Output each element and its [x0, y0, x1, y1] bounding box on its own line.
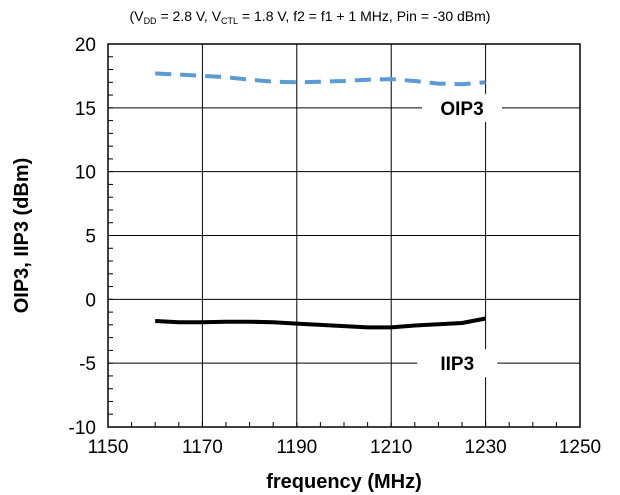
x-tick-label: 1170: [182, 437, 223, 458]
chart-subtitle: (VDD = 2.8 V, VCTL = 1.8 V, f2 = f1 + 1 …: [129, 8, 491, 26]
y-tick-label: -10: [69, 418, 96, 439]
x-tick-labels: 1150 1170 1190 1210 1230 1250: [88, 437, 602, 458]
x-tick-label: 1210: [370, 437, 412, 458]
minor-ticks: [107, 43, 581, 428]
x-tick-label: 1150: [88, 437, 129, 458]
x-tick-label: 1250: [559, 437, 601, 458]
x-tick-label: 1230: [464, 437, 506, 458]
series-group: [155, 71, 486, 330]
y-axis-label: OIP3, IIP3 (dBm): [11, 158, 33, 314]
grid-lines: [107, 43, 581, 428]
annotation-label-iip3: IIP3: [440, 354, 474, 375]
y-tick-label: 15: [75, 99, 96, 120]
plot-frame: [107, 43, 581, 428]
y-tick-label: 20: [75, 35, 96, 56]
y-tick-label: -5: [79, 354, 96, 375]
x-tick-label: 1190: [276, 437, 317, 458]
annotation-label-oip3: OIP3: [440, 99, 483, 120]
y-tick-labels: -10 -5 0 5 10 15 20: [69, 35, 96, 439]
y-tick-label: 0: [85, 290, 96, 311]
series-line-oip3: [155, 71, 486, 87]
annotation-background: [417, 349, 498, 378]
y-tick-label: 10: [75, 163, 96, 184]
x-axis-label: frequency (MHz): [266, 471, 422, 493]
y-tick-label: 5: [85, 227, 96, 248]
annotation-background: [422, 93, 502, 122]
series-annotations: OIP3 IIP3: [417, 93, 502, 378]
series-line-iip3: [155, 316, 486, 330]
